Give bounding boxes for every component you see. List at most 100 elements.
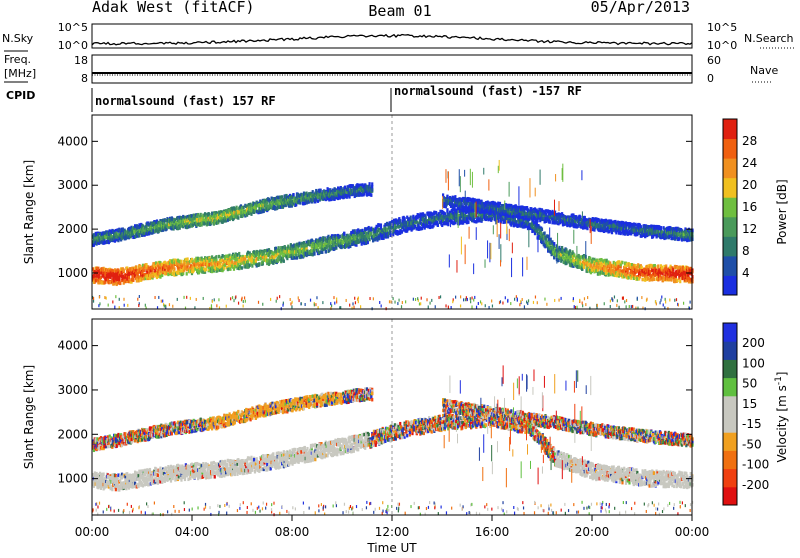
noise-cell: [655, 300, 656, 303]
noise-cell: [428, 306, 429, 309]
noise-cell: [314, 303, 315, 306]
noise-cell: [678, 303, 679, 306]
noise-cell: [177, 298, 178, 301]
noise-cell: [282, 304, 283, 307]
echo-cell: [425, 215, 427, 219]
echo-cell: [547, 235, 549, 239]
echo-cell: [325, 250, 327, 254]
echo-cell: [205, 268, 207, 272]
freq-unit: [MHz]: [4, 67, 36, 80]
noise-cell: [528, 299, 529, 302]
noise-cell: [431, 299, 432, 302]
noise-cell: [623, 297, 624, 300]
noise-cell: [402, 301, 403, 304]
noise-cell: [277, 297, 278, 300]
noise-cell: [99, 302, 100, 305]
noise-cell: [212, 300, 213, 303]
noise-cell: [381, 304, 382, 307]
noise-cell: [471, 297, 472, 300]
noise-cell: [604, 302, 605, 305]
noise-cell: [334, 302, 335, 305]
noise-cell: [663, 303, 664, 306]
noise-cell: [336, 298, 337, 301]
echo-cell: [553, 242, 555, 246]
noise-cell: [203, 297, 204, 300]
noise-cell: [617, 299, 618, 302]
noise-cell: [665, 301, 666, 304]
noise-cell: [114, 306, 115, 309]
noise-cell: [445, 304, 446, 307]
noise-cell: [624, 300, 625, 303]
noise-cell: [397, 302, 398, 305]
noise-cell: [420, 302, 421, 305]
noise-cell: [279, 295, 280, 298]
echo-cell: [215, 255, 217, 259]
echo-cell: [661, 266, 663, 270]
echo-cell: [339, 235, 341, 239]
noise-cell: [196, 298, 197, 301]
noise-cell: [641, 296, 642, 299]
noise-cell: [502, 301, 503, 304]
noise-cell: [355, 301, 356, 304]
cpid-segment-2: normalsound (fast) -157 RF: [394, 84, 582, 98]
noise-cell: [346, 299, 347, 302]
nsearch-label: N.Search: [744, 32, 794, 45]
noise-cell: [554, 299, 555, 302]
noise-cell: [467, 298, 468, 301]
noise-cell: [626, 305, 627, 308]
echo-cell: [657, 264, 659, 268]
noise-cell: [290, 302, 291, 305]
echo-cell: [135, 265, 137, 269]
noise-cell: [690, 301, 691, 304]
freq-label: Freq.: [4, 53, 31, 66]
noise-cell: [480, 300, 481, 303]
noise-cell: [470, 300, 471, 303]
echo-cell: [390, 234, 392, 238]
noise-cell: [661, 296, 662, 299]
noise-cell: [659, 301, 660, 304]
noise-cell: [537, 301, 538, 304]
noise-cell: [291, 305, 292, 308]
noise-cell: [573, 297, 574, 300]
noise-cell: [398, 299, 399, 302]
echo-cell: [370, 232, 372, 236]
nsearch-tick-bottom: 10^0: [707, 39, 737, 52]
noise-cell: [93, 300, 94, 303]
noise-cell: [474, 296, 475, 299]
noise-cell: [216, 304, 217, 307]
noise-cell: [390, 300, 391, 303]
noise-cell: [369, 297, 370, 300]
beam-title: Beam 01: [368, 2, 431, 20]
noise-cell: [526, 301, 527, 304]
noise-cell: [315, 303, 316, 306]
noise-cell: [527, 302, 528, 305]
noise-cell: [629, 305, 630, 308]
noise-cell: [415, 298, 416, 301]
noise-cell: [558, 299, 559, 302]
nsky-tick-top: 10^5: [58, 21, 88, 34]
noise-cell: [298, 299, 299, 302]
noise-cell: [244, 296, 245, 299]
noise-cell: [112, 300, 113, 303]
date-title: 05/Apr/2013: [591, 0, 690, 16]
noise-cell: [669, 299, 670, 302]
echo-cell: [292, 193, 294, 197]
nave-tick-top: 60: [707, 54, 721, 67]
noise-cell: [154, 296, 155, 299]
noise-cell: [610, 305, 611, 308]
noise-cell: [505, 296, 506, 299]
noise-cell: [582, 304, 583, 307]
noise-cell: [448, 306, 449, 309]
noise-cell: [405, 300, 406, 303]
noise-cell: [161, 300, 162, 303]
noise-cell: [127, 304, 128, 307]
noise-cell: [665, 298, 666, 301]
noise-cell: [481, 302, 482, 305]
noise-cell: [123, 298, 124, 301]
noise-cell: [535, 296, 536, 299]
noise-cell: [585, 303, 586, 306]
noise-cell: [270, 298, 271, 301]
noise-cell: [353, 306, 354, 309]
noise-cell: [435, 305, 436, 308]
noise-cell: [115, 295, 116, 298]
